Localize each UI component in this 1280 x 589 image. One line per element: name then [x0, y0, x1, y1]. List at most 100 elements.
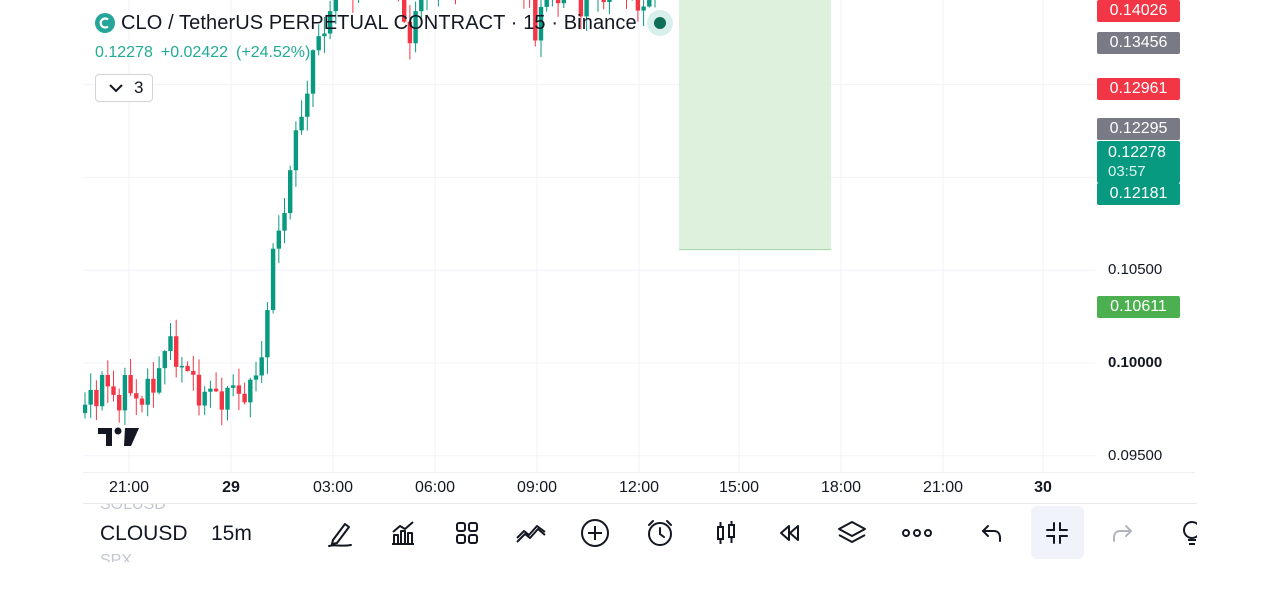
candle-body	[242, 393, 247, 403]
candle-body	[191, 371, 196, 375]
candle-body	[105, 374, 110, 387]
candle-body	[99, 374, 105, 407]
candle-body	[225, 387, 230, 410]
candle-body	[299, 116, 304, 131]
position-target-zone	[679, 0, 831, 250]
candle-body	[316, 36, 321, 51]
candle-body	[635, 0, 641, 11]
interval-selector[interactable]: 15m	[211, 522, 252, 545]
candle-body	[647, 0, 652, 7]
more-dots-icon[interactable]	[900, 516, 934, 550]
candle-body	[162, 351, 167, 369]
bottom-toolbar: SOLUSD CLOUSD SPX 15m	[83, 503, 1197, 562]
alarm-clock-icon[interactable]	[643, 516, 677, 550]
candle-body	[322, 33, 327, 37]
candle-body	[607, 0, 612, 3]
layers-icon[interactable]	[835, 516, 869, 550]
candle-body	[310, 50, 316, 94]
market-status-icon[interactable]	[646, 10, 673, 36]
candle-body	[282, 213, 287, 231]
candle-body	[407, 21, 413, 44]
time-tick-label: 21:00	[922, 479, 964, 496]
grid-layout-icon[interactable]	[450, 516, 484, 550]
candle-body	[202, 391, 207, 406]
time-tick-label: 15:00	[718, 479, 760, 496]
price-badge-0-10611: 0.10611	[1097, 296, 1180, 318]
time-tick-label: 03:00	[312, 479, 354, 496]
candle-body	[288, 170, 293, 214]
price-badge-0-12181: 0.12181	[1097, 183, 1180, 205]
candle-body	[83, 404, 88, 414]
candle-body	[327, 11, 333, 34]
redo-icon[interactable]	[1105, 516, 1139, 550]
price-chart[interactable]	[83, 0, 1095, 472]
candle-body	[248, 379, 253, 403]
candle-body	[402, 0, 407, 22]
symbol-selector[interactable]: CLOUSD	[100, 522, 188, 545]
candle-body	[533, 0, 538, 41]
candle-body	[185, 365, 190, 372]
candle-body	[213, 388, 219, 392]
symbol-ghost-below: SPX	[100, 552, 133, 562]
candle-body	[219, 391, 224, 410]
price-tick-label: 0.10500	[1108, 261, 1163, 279]
candle-body	[578, 0, 584, 17]
indicators-toggle-button[interactable]: 3	[95, 74, 153, 102]
price-change-percent: (+24.52%)	[236, 44, 311, 61]
candle-body	[544, 0, 549, 7]
tradingview-logo-icon[interactable]	[98, 426, 140, 453]
indicators-chart-icon[interactable]	[386, 516, 420, 550]
clo-coin-logo-icon	[95, 13, 115, 33]
candle-body	[208, 388, 213, 392]
collapse-icon[interactable]	[1040, 516, 1074, 550]
candle-body	[151, 378, 156, 393]
price-badge-0-14026: 0.14026	[1097, 0, 1180, 22]
active-tool-highlight	[1031, 506, 1084, 559]
current-price-badge: 0.12278 03:57	[1097, 141, 1180, 183]
candle-body	[601, 0, 606, 3]
symbol-ghost-above: SOLUSD	[100, 503, 166, 513]
candle-body	[538, 6, 544, 41]
candle-body	[111, 386, 116, 395]
candle-body	[236, 385, 242, 394]
candles-icon[interactable]	[709, 516, 743, 550]
candle-body	[134, 393, 139, 399]
candle-body	[305, 93, 310, 117]
bulb-icon[interactable]	[1175, 516, 1197, 550]
time-axis[interactable]: 21:00 29 03:00 06:00 09:00 12:00 15:00 18:00 21:…	[83, 472, 1195, 503]
candle-body	[413, 11, 418, 44]
candle-body	[270, 248, 276, 311]
time-tick-label: 30	[1034, 479, 1052, 496]
candle-body	[561, 0, 566, 4]
candle-body	[88, 389, 93, 405]
candle-body	[333, 0, 338, 12]
candle-body	[231, 385, 236, 388]
compare-icon[interactable]	[514, 516, 548, 550]
draw-pen-icon[interactable]	[323, 516, 357, 550]
price-tick-label: 0.10000	[1108, 354, 1163, 371]
add-circle-icon[interactable]	[578, 516, 612, 550]
candle-body	[145, 378, 150, 405]
candle-body	[419, 0, 424, 12]
candle-body	[139, 398, 145, 405]
candle-body	[265, 310, 270, 358]
time-tick-label: 12:00	[618, 479, 660, 496]
candle-body	[94, 389, 99, 407]
candle-body	[641, 6, 646, 11]
candle-body	[156, 368, 162, 393]
undo-icon[interactable]	[975, 516, 1009, 550]
chart-area[interactable]	[83, 0, 1095, 472]
price-badge-0-13456: 0.13456	[1097, 32, 1180, 54]
price-axis[interactable]: 0.115000.110000.105000.100000.095000.090…	[1095, 0, 1195, 557]
time-tick-label: 29	[222, 479, 240, 496]
last-price: 0.12278	[95, 44, 153, 61]
time-tick-label: 18:00	[820, 479, 862, 496]
replay-icon[interactable]	[772, 516, 806, 550]
candle-body	[168, 336, 173, 352]
candle-body	[117, 394, 122, 411]
price-badge-0-12961: 0.12961	[1097, 78, 1180, 100]
chart-legend-title[interactable]: CLO / TetherUS PERPETUAL CONTRACT · 15 ·…	[95, 10, 673, 36]
candle-countdown: 03:57	[1108, 163, 1146, 180]
time-tick-label: 06:00	[414, 479, 456, 496]
candle-body	[179, 365, 185, 368]
